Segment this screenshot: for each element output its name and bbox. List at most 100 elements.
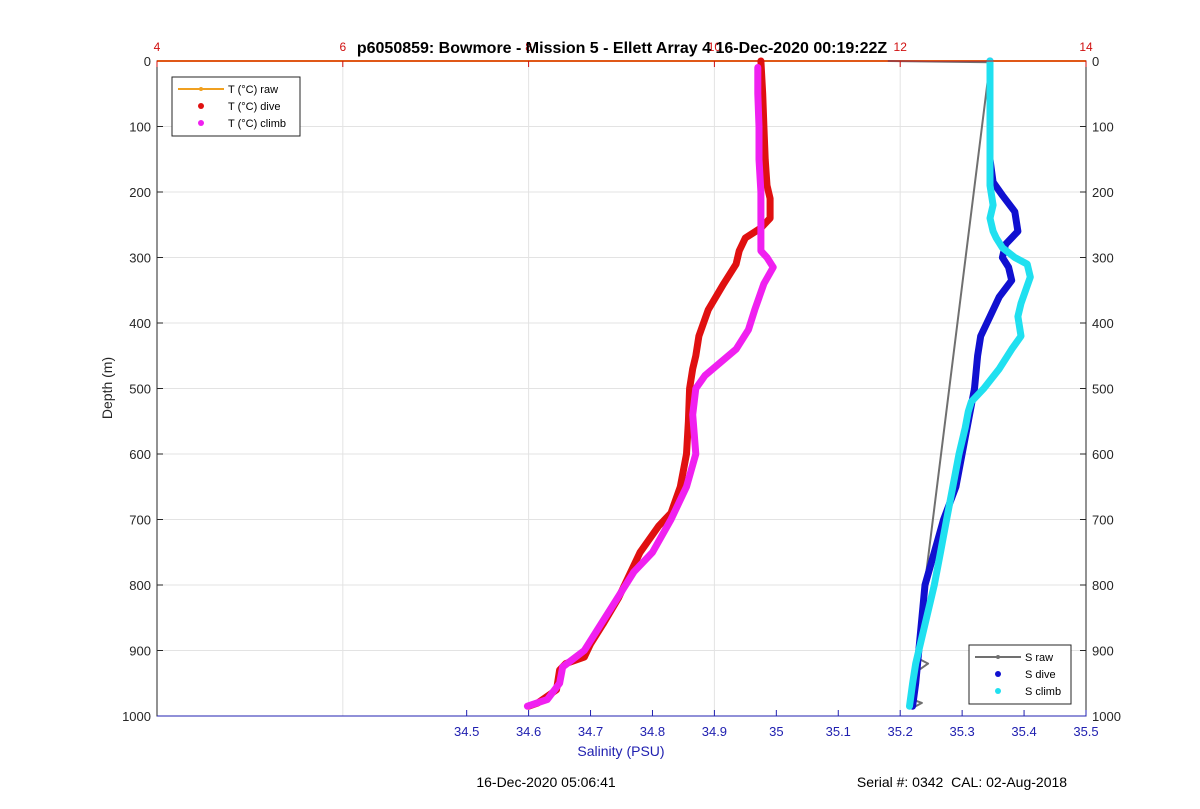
series-t-c-climb-point — [760, 280, 767, 287]
series-t-c-climb-point — [770, 264, 777, 271]
x-tick-label-salinity: 34.7 — [578, 724, 603, 739]
series-s-climb-point — [1018, 300, 1024, 307]
series-s-climb-point — [918, 634, 925, 641]
series-t-c-climb-point — [559, 663, 566, 670]
y-tick-label-left: 500 — [129, 382, 151, 397]
series-s-dive-point — [987, 313, 993, 320]
series-s-dive-point — [977, 333, 984, 340]
chart-title: p6050859: Bowmore - Mission 5 - Ellett A… — [357, 40, 888, 57]
y-tick-label-right: 200 — [1092, 185, 1114, 200]
legend-swatch-marker — [995, 671, 1001, 677]
legend-entry-label: S dive — [1025, 669, 1056, 681]
series-s-dive-point — [996, 293, 1003, 300]
series-s-climb-point — [1024, 261, 1031, 268]
x-tick-label-salinity: 34.6 — [516, 724, 541, 739]
y-tick-label-left: 0 — [144, 54, 151, 69]
series-t-c-climb-point — [581, 647, 588, 654]
series-s-climb-point — [993, 234, 1000, 241]
y-tick-label-left: 400 — [129, 316, 151, 331]
legend-swatch-marker — [198, 103, 204, 109]
series-s-dive-point — [999, 192, 1006, 199]
series-t-c-dive-point — [720, 280, 727, 287]
x-tick-label-temperature: 14 — [1079, 40, 1093, 54]
y-tick-label-right: 400 — [1092, 316, 1114, 331]
legend-swatch-marker — [996, 655, 1000, 659]
series-t-c-climb-point — [649, 549, 656, 556]
series-t-c-dive-point — [637, 549, 644, 556]
series-s-dive-point — [1008, 277, 1015, 284]
y-tick-label-left: 1000 — [122, 709, 151, 724]
series-s-climb-point — [1018, 333, 1024, 340]
series-t-c-dive-point — [767, 195, 774, 202]
series-t-c-climb-point — [630, 568, 637, 575]
x-tick-label-temperature: 12 — [894, 40, 908, 54]
footer-timestamp: 16-Dec-2020 05:06:41 — [476, 774, 616, 790]
series-t-c-climb-point — [556, 680, 563, 687]
y-tick-label-left: 600 — [129, 447, 151, 462]
legend-entry-label: T (°C) dive — [228, 101, 280, 113]
y-tick-label-right: 500 — [1092, 382, 1114, 397]
series-t-c-climb-point — [757, 247, 764, 254]
series-t-c-climb-point — [692, 385, 699, 392]
series-t-c-climb-point — [618, 588, 625, 595]
footer-serial-cal: Serial #: 0342 CAL: 02-Aug-2018 — [857, 774, 1067, 790]
series-t-c-dive-point — [686, 385, 693, 392]
series-t-c-climb-point — [756, 156, 762, 163]
series-t-c-dive-point — [689, 365, 696, 372]
series-t-c-dive-point — [692, 352, 699, 359]
legend-swatch-marker — [198, 120, 204, 126]
series-t-c-dive-point — [764, 182, 770, 189]
y-tick-label-left: 200 — [129, 185, 151, 200]
series-s-climb-point — [909, 680, 916, 687]
series-t-c-dive-point — [705, 306, 712, 313]
series-t-c-climb-point — [668, 516, 674, 523]
series-s-climb-point — [987, 182, 993, 189]
series-t-c-dive-point — [762, 156, 769, 163]
legend-box — [171, 76, 301, 137]
series-t-c-dive-point — [677, 483, 684, 490]
series-s-climb-point — [937, 549, 944, 556]
series-t-c-dive-point — [695, 333, 702, 340]
y-tick-label-left: 300 — [129, 251, 151, 266]
series-s-climb-point — [1014, 313, 1021, 320]
y-tick-label-left: 700 — [129, 513, 151, 528]
series-s-climb-point — [962, 424, 969, 431]
series-s-dive-point — [931, 549, 938, 556]
series-s-climb-point — [956, 451, 962, 457]
y-tick-label-right: 100 — [1092, 120, 1114, 135]
legend-entry-label: S climb — [1025, 686, 1061, 698]
series-s-dive-point — [922, 582, 928, 588]
series-s-raw-line — [887, 60, 991, 708]
x-tick-label-temperature: 6 — [339, 40, 346, 54]
x-tick-label-salinity: 35.2 — [888, 724, 913, 739]
series-s-dive-point — [1014, 228, 1021, 235]
series-t-c-climb-point — [606, 608, 613, 615]
series-t-c-climb-point — [751, 306, 758, 313]
x-tick-label-salinity: 34.5 — [454, 724, 479, 739]
series-t-c-climb-line — [523, 64, 777, 710]
legend-salinity: S raw S dive S climb — [968, 644, 1072, 705]
x-tick-label-salinity: 35.1 — [826, 724, 851, 739]
series-s-climb-point — [987, 215, 993, 222]
series-s-climb-point — [1027, 274, 1034, 281]
y-tick-label-left: 100 — [129, 120, 151, 135]
x-tick-label-salinity: 34.9 — [702, 724, 727, 739]
legend-box — [968, 644, 1072, 705]
series-s-dive-point — [1011, 208, 1018, 215]
series-t-c-climb-point — [733, 346, 740, 353]
legend-temperature: T (°C) raw T (°C) dive T (°C) climb — [171, 76, 301, 137]
axes: 0 0 100 100 200 200 300 300 400 400 500 500 600 600 70… — [122, 40, 1121, 739]
series-s-climb-point — [949, 483, 956, 490]
y-tick-label-left: 800 — [129, 578, 151, 593]
legend-entry-label: S raw — [1025, 652, 1053, 664]
series-t-c-climb-point — [757, 221, 764, 228]
series-s-climb-point — [931, 582, 938, 588]
y-tick-label-right: 900 — [1092, 644, 1114, 659]
series-t-c-dive-point — [742, 234, 749, 241]
series-s-dive-point — [999, 254, 1006, 261]
series-t-c-climb-point — [745, 326, 752, 333]
series-t-c-climb-point — [692, 451, 699, 457]
series-s-climb-point — [912, 660, 919, 667]
